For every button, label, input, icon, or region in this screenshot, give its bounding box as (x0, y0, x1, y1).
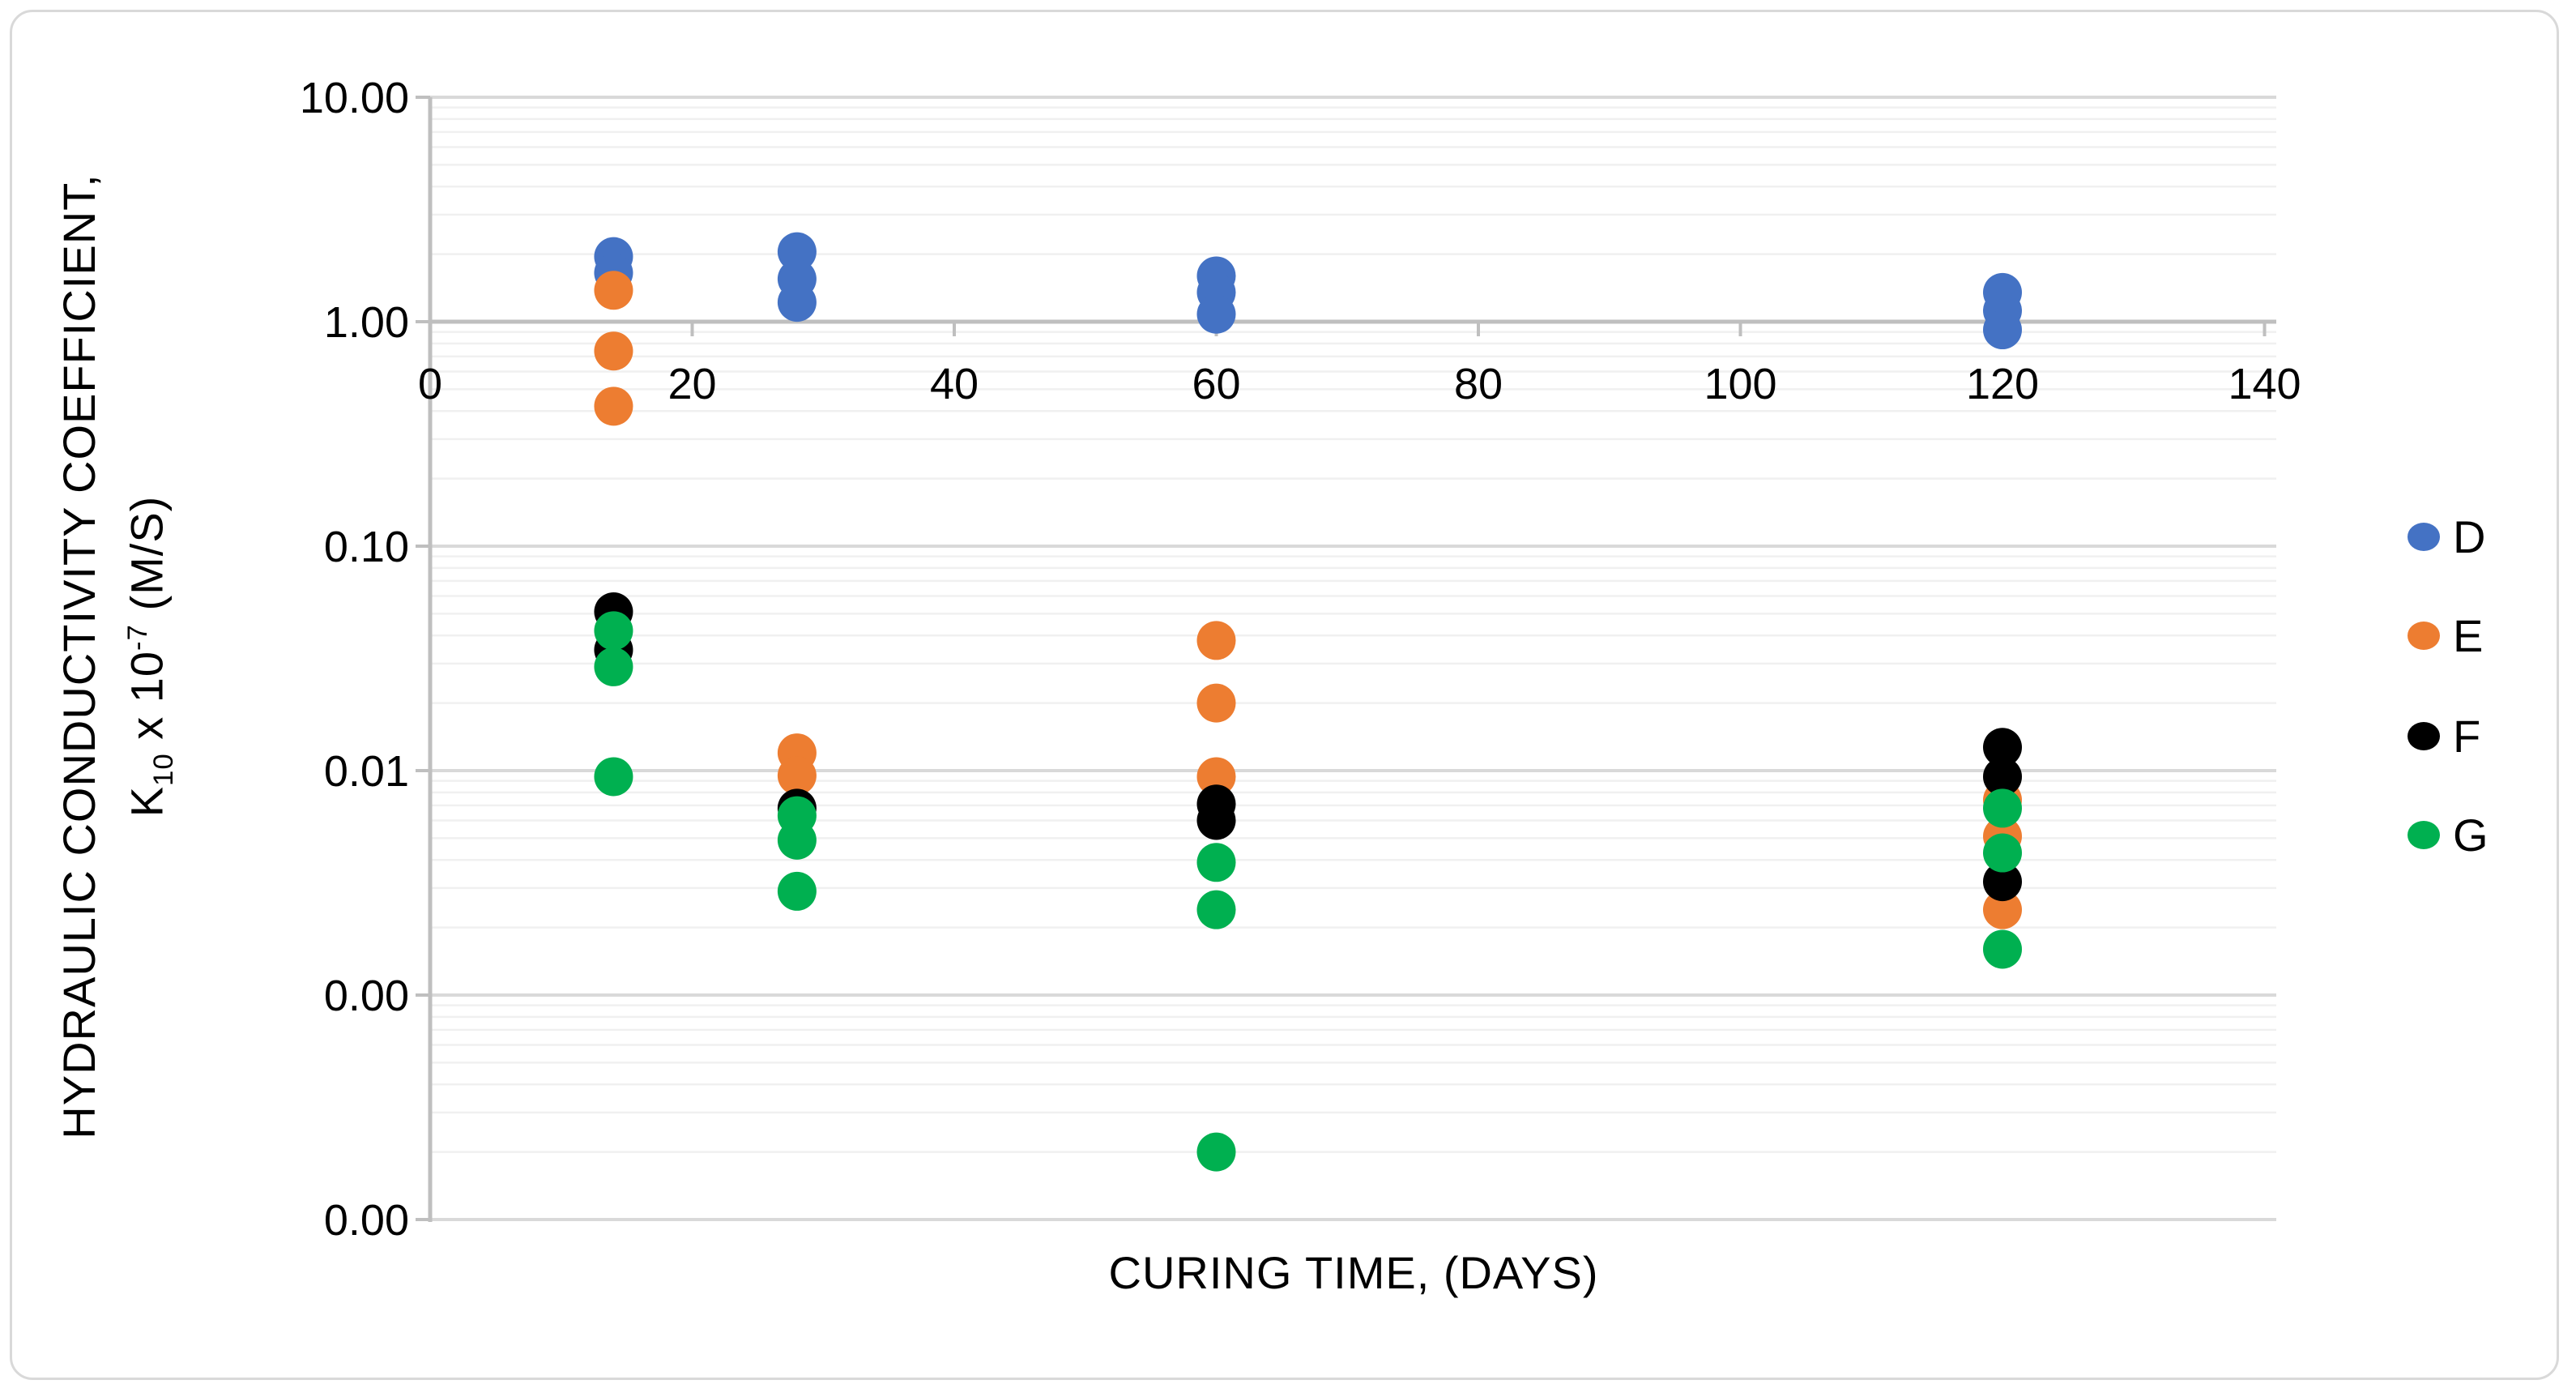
legend-item-G: G (2408, 809, 2489, 861)
legend-marker-E (2408, 621, 2440, 650)
data-point-G (1983, 788, 2022, 828)
x-axis-title: CURING TIME, (DAYS) (1108, 1247, 1599, 1298)
data-point-G (777, 871, 817, 911)
x-tick-label: 120 (1966, 360, 2039, 408)
data-point-E (1983, 890, 2022, 929)
y-tick-label: 1.00 (324, 298, 409, 347)
data-point-G (1196, 890, 1236, 929)
legend-label: G (2453, 809, 2489, 861)
legend-marker-G (2408, 820, 2440, 849)
legend-label: F (2453, 710, 2481, 762)
y-tick-label: 10.00 (300, 74, 409, 122)
data-point-F (1983, 728, 2022, 767)
data-point-G (1983, 929, 2022, 969)
x-tick-label: 140 (2228, 360, 2301, 408)
data-point-E (594, 387, 633, 426)
y-tick-label: 0.00 (324, 1196, 409, 1245)
x-tick-label: 0 (418, 360, 442, 408)
x-tick-label: 60 (1192, 360, 1240, 408)
data-point-F (1196, 801, 1236, 840)
x-tick-label: 80 (1454, 360, 1503, 408)
legend-item-D: D (2408, 511, 2486, 562)
data-point-F (1983, 862, 2022, 902)
data-point-G (1983, 833, 2022, 873)
data-point-E (594, 271, 633, 310)
data-point-E (777, 756, 817, 796)
y-tick-label: 0.00 (324, 972, 409, 1020)
y-tick-label: 0.10 (324, 523, 409, 571)
data-point-E (594, 331, 633, 371)
x-tick-label: 40 (930, 360, 979, 408)
data-point-G (594, 757, 633, 797)
legend-item-F: F (2408, 710, 2481, 762)
data-point-E (1196, 757, 1236, 797)
legend-marker-D (2408, 522, 2440, 551)
x-tick-label: 20 (667, 360, 716, 408)
y-axis-title-line1: HYDRAULIC CONDUCTIVITY COEFFICIENT, (53, 173, 105, 1139)
data-point-G (1196, 1132, 1236, 1172)
data-point-D (1196, 294, 1236, 334)
data-point-E (1196, 621, 1236, 660)
legend-item-E: E (2408, 609, 2484, 661)
data-point-G (777, 820, 817, 860)
data-point-G (1196, 843, 1236, 882)
y-tick-label: 0.01 (324, 747, 409, 796)
y-axis-title: HYDRAULIC CONDUCTIVITY COEFFICIENT, K10 … (50, 173, 193, 1139)
data-point-D (1983, 310, 2022, 350)
data-point-D (777, 283, 817, 323)
data-point-F (1983, 757, 2022, 797)
data-point-E (1196, 683, 1236, 723)
x-tick-label: 100 (1704, 360, 1776, 408)
legend-label: D (2453, 511, 2486, 562)
data-point-G (594, 647, 633, 686)
data-point-D (777, 232, 817, 271)
legend-label: E (2453, 609, 2484, 661)
y-axis-title-line2: K10 x 10-7 (M/S) (121, 495, 179, 818)
legend-marker-F (2408, 721, 2440, 750)
data-point-G (594, 611, 633, 651)
